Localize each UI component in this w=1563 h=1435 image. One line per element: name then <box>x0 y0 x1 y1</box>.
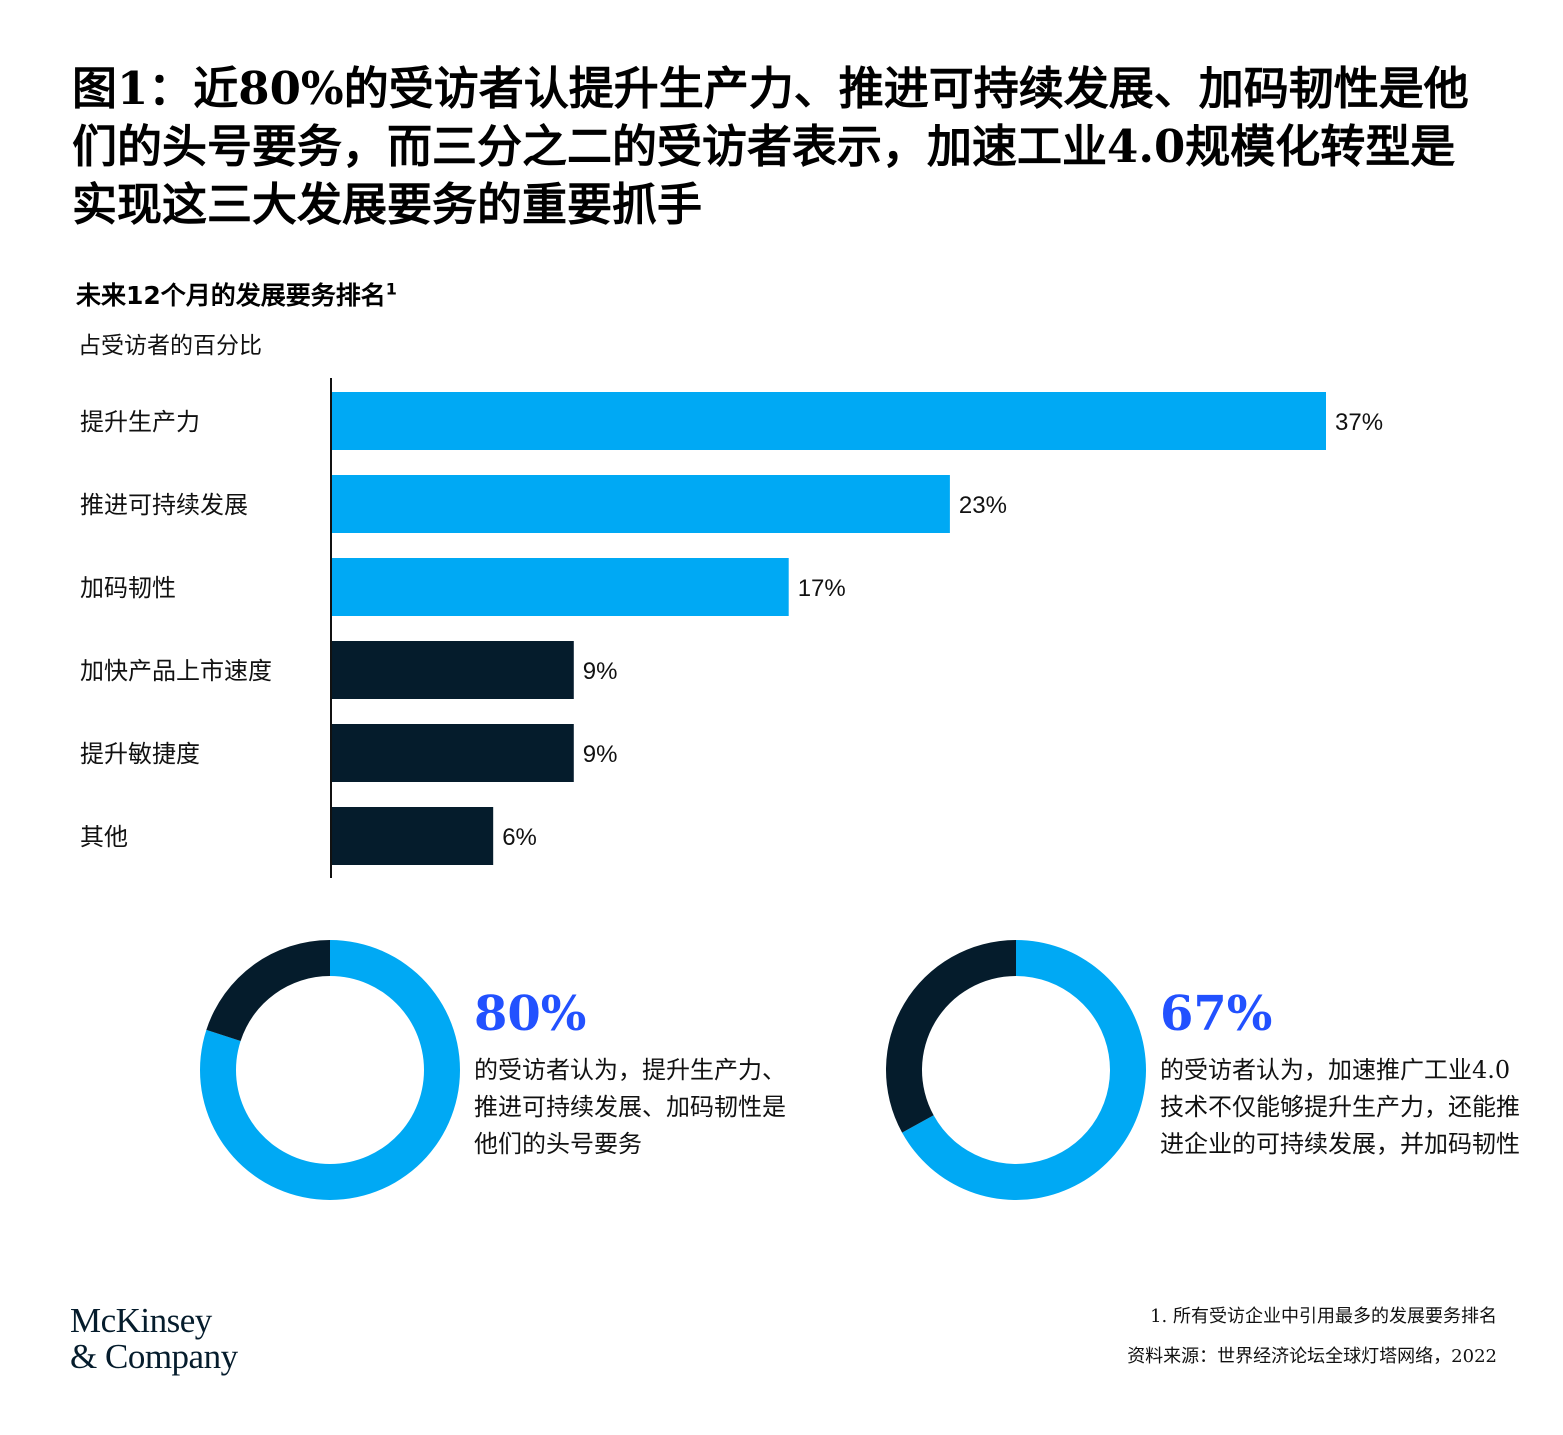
category-label-2: 推进可持续发展 <box>80 491 248 519</box>
footnote-mark: 1 <box>385 279 397 299</box>
chart-subtitle: 未来12个月的发展要务排名1 <box>76 276 397 312</box>
value-label-3: 17% <box>798 575 846 602</box>
callout-67-value: 67% <box>1160 986 1273 1042</box>
donut-chart-67 <box>886 940 1146 1200</box>
bar-3 <box>332 558 789 616</box>
callout-80-text: 的受访者认为，提升生产力、推进可持续发展、加码韧性是他们的头号要务 <box>474 1056 786 1158</box>
page-title: 图1：近80%的受访者认提升生产力、推进可持续发展、加码韧性是他们的头号要务，而… <box>72 62 1469 231</box>
chart-subtitle-text: 未来12个月的发展要务排名 <box>76 281 386 310</box>
mckinsey-logo: McKinsey & Company <box>70 1303 238 1375</box>
donut-67-slice-2 <box>886 940 1016 1133</box>
donut-67-svg <box>886 940 1146 1200</box>
bar-chart: 提升生产力 37% 推进可持续发展 23% 加码韧性 17% 加快产品上市速度 9% 提升敏捷度… <box>80 378 1383 878</box>
value-label-4: 9% <box>583 658 618 685</box>
value-label-5: 9% <box>583 741 618 768</box>
category-label-6: 其他 <box>80 823 128 851</box>
source-note: 资料来源：世界经济论坛全球灯塔网络，2022 <box>1127 1346 1497 1367</box>
bar-2 <box>332 475 950 533</box>
category-label-1: 提升生产力 <box>80 408 200 436</box>
bar-1 <box>332 392 1326 450</box>
callout-80-value: 80% <box>474 986 587 1042</box>
value-label-1: 37% <box>1335 409 1383 436</box>
bar-6 <box>332 807 494 865</box>
donut-67-slice-1 <box>902 940 1146 1200</box>
footnote-1: 1. 所有受访企业中引用最多的发展要务排名 <box>1150 1306 1497 1327</box>
value-label-6: 6% <box>502 824 537 851</box>
category-label-3: 加码韧性 <box>80 574 176 602</box>
callout-67-text: 的受访者认为，加速推广工业4.0技术不仅能够提升生产力，还能推进企业的可持续发展… <box>1160 1056 1520 1158</box>
value-label-2: 23% <box>959 492 1007 519</box>
donut-80-svg <box>200 940 460 1200</box>
category-label-5: 提升敏捷度 <box>80 740 200 768</box>
donut-chart-80 <box>200 940 460 1200</box>
unit-label: 占受访者的百分比 <box>78 333 262 359</box>
logo-line1: McKinsey <box>70 1301 212 1340</box>
bar-5 <box>332 724 574 782</box>
bar-4 <box>332 641 574 699</box>
logo-line2: & Company <box>70 1337 238 1376</box>
donut-80-slice-2 <box>206 940 330 1041</box>
category-label-4: 加快产品上市速度 <box>80 657 272 685</box>
